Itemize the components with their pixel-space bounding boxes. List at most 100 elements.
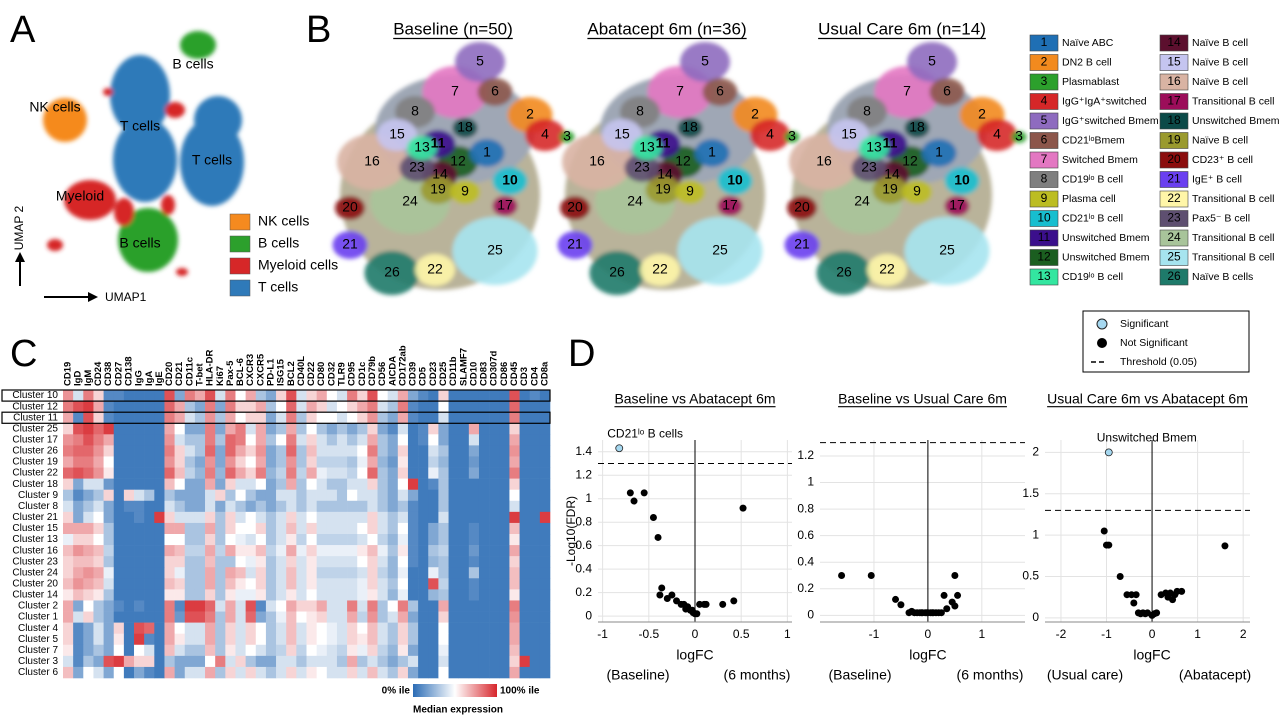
y-tick-label: 0.8 (797, 501, 814, 515)
heat-cell (377, 511, 388, 524)
heat-cell (509, 423, 520, 435)
heat-cell (103, 434, 115, 446)
legend-text: Transitional B cell (1192, 251, 1274, 263)
heat-cell (144, 666, 155, 679)
heat-cell (347, 467, 358, 479)
panel-label: A (10, 9, 36, 51)
heat-cell (184, 456, 196, 468)
heat-cell (519, 534, 531, 546)
point (1116, 573, 1124, 580)
heat-cell (296, 534, 307, 546)
heat-cell (539, 522, 551, 535)
heat-cell (347, 401, 358, 413)
heat-cell (103, 511, 115, 524)
cluster-blob (377, 119, 417, 151)
heat-cell (174, 489, 186, 502)
column-label: CD19 (63, 362, 74, 386)
heat-cell (316, 534, 328, 546)
heat-cell (215, 545, 226, 557)
heat-cell (529, 478, 541, 490)
heat-cell (205, 545, 216, 557)
cluster-number: 1 (708, 144, 716, 160)
heat-cell (336, 655, 348, 668)
heat-cell (205, 589, 216, 601)
heat-cell (225, 666, 236, 679)
legend-swatch (1159, 190, 1189, 208)
heat-cell (478, 478, 490, 490)
heat-cell (418, 589, 429, 601)
heat-cell (215, 423, 226, 435)
cluster-number: 7 (451, 83, 459, 99)
heat-cell (63, 456, 74, 468)
heat-cell (377, 412, 388, 424)
heat-cell (377, 567, 388, 579)
cluster-blob (420, 176, 456, 204)
heat-cell (529, 600, 541, 612)
column-label: CD38 (103, 362, 114, 386)
heat-cell (418, 655, 429, 668)
legend-swatch (1159, 73, 1189, 91)
heat-cell (113, 589, 125, 601)
heat-cell (478, 567, 490, 579)
heat-cell (509, 644, 520, 657)
heat-cell (134, 423, 145, 435)
heat-cell (103, 666, 115, 679)
legend-text: Significant (1120, 318, 1169, 330)
heat-cell (235, 489, 246, 502)
heat-cell (478, 511, 490, 524)
heat-cell (418, 567, 429, 579)
cluster-number: 26 (609, 264, 625, 280)
heat-cell (418, 578, 429, 590)
point (923, 609, 931, 617)
heat-cell (407, 456, 419, 468)
heat-cell (276, 412, 287, 424)
cluster-blob (677, 217, 763, 285)
heat-cell (529, 611, 541, 623)
heat-cell (397, 522, 409, 535)
heat-cell (194, 390, 206, 402)
heat-cell (326, 423, 338, 435)
heat-cell (387, 412, 399, 424)
cluster-blob (717, 196, 743, 216)
heat-cell (499, 390, 510, 402)
heat-cell (539, 423, 551, 435)
heat-cell (367, 622, 378, 634)
point (654, 533, 662, 541)
cluster-blob (851, 154, 887, 182)
column-label: IgG (134, 370, 145, 386)
heat-cell (468, 456, 480, 468)
heat-cell (205, 600, 216, 612)
heat-cell (489, 556, 500, 568)
heat-cell (93, 534, 104, 546)
heat-cell (387, 589, 399, 601)
cluster-blob (907, 42, 957, 82)
cluster-blob (589, 251, 645, 295)
cluster-blob (645, 176, 681, 204)
heat-cell (245, 522, 257, 535)
heat-cell (164, 534, 175, 546)
heat-cell (174, 545, 186, 557)
heat-cell (448, 412, 459, 424)
heat-cell (286, 456, 297, 468)
heat-cell (316, 500, 328, 513)
heat-cell (397, 622, 409, 634)
heat-cell (448, 534, 459, 546)
heat-cell (296, 545, 307, 557)
heat-cell (336, 401, 348, 413)
heat-cell (418, 478, 429, 490)
heat-cell (286, 611, 297, 623)
heat-cell (367, 522, 378, 535)
heat-cell (164, 600, 175, 612)
heat-cell (265, 622, 277, 634)
heat-cell (194, 522, 206, 535)
heat-cell (174, 556, 186, 568)
heat-cell (357, 655, 368, 668)
y-tick-label: 0.6 (575, 538, 592, 552)
heat-cell (83, 522, 94, 535)
heat-cell (397, 545, 409, 557)
heat-cell (174, 578, 186, 590)
heat-cell (519, 556, 531, 568)
heat-cell (448, 467, 459, 479)
heat-cell (539, 478, 551, 490)
heat-cell (438, 478, 449, 490)
